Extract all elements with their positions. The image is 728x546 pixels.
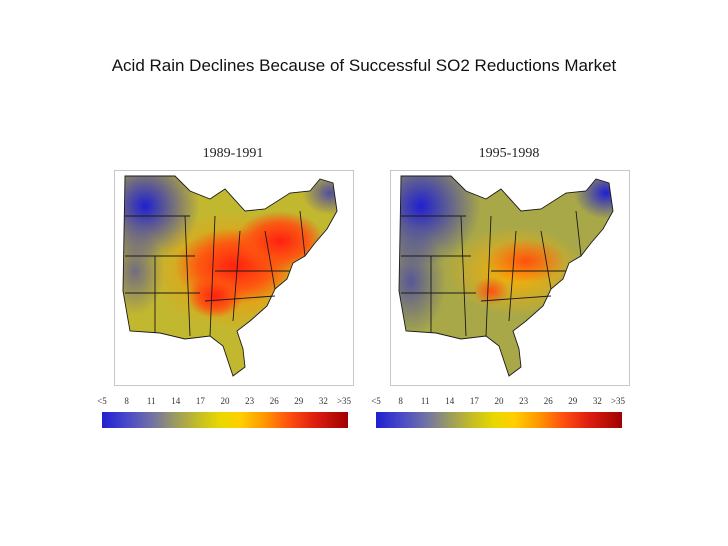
- scale-tick: 11: [146, 396, 156, 406]
- scale-tick: 17: [469, 396, 479, 406]
- color-scale-1989-1991: <5 8 11 14 17 20 23 26 29 32 >35: [94, 396, 356, 436]
- state-borders: [398, 175, 614, 377]
- map-period-label: 1995-1998: [478, 146, 540, 161]
- scale-tick: 20: [220, 396, 230, 406]
- scale-tick: 29: [294, 396, 304, 406]
- slide-title: Acid Rain Declines Because of Successful…: [111, 56, 617, 75]
- scale-ticks: <5 8 11 14 17 20 23 26 29 32 >35: [368, 396, 630, 410]
- scale-tick: 29: [568, 396, 578, 406]
- scale-tick: <5: [97, 396, 107, 406]
- deposition-map: [390, 170, 630, 386]
- color-ramp: [102, 412, 348, 428]
- state-borders: [122, 175, 338, 377]
- scale-tick: >35: [336, 396, 352, 406]
- scale-tick: 32: [318, 396, 328, 406]
- scale-tick: 32: [592, 396, 602, 406]
- deposition-map: [114, 170, 354, 386]
- scale-tick: 20: [494, 396, 504, 406]
- scale-tick: 23: [245, 396, 255, 406]
- scale-tick: 14: [171, 396, 181, 406]
- scale-tick: 23: [519, 396, 529, 406]
- scale-tick: 8: [124, 396, 129, 406]
- scale-tick: 26: [543, 396, 553, 406]
- deposition-field: [123, 176, 337, 376]
- scale-tick: 11: [420, 396, 430, 406]
- scale-tick: 17: [195, 396, 205, 406]
- scale-tick: >35: [610, 396, 626, 406]
- scale-tick: <5: [371, 396, 381, 406]
- scale-ticks: <5 8 11 14 17 20 23 26 29 32 >35: [94, 396, 356, 410]
- map-panel-1989-1991: 1989-1991: [108, 140, 358, 388]
- scale-tick: 8: [398, 396, 403, 406]
- color-scale-1995-1998: <5 8 11 14 17 20 23 26 29 32 >35: [368, 396, 630, 436]
- map-panel-1995-1998: 1995-1998: [384, 140, 634, 388]
- deposition-field: [399, 176, 613, 376]
- color-ramp: [376, 412, 622, 428]
- scale-tick: 14: [445, 396, 455, 406]
- map-period-label: 1989-1991: [202, 146, 264, 161]
- scale-tick: 26: [269, 396, 279, 406]
